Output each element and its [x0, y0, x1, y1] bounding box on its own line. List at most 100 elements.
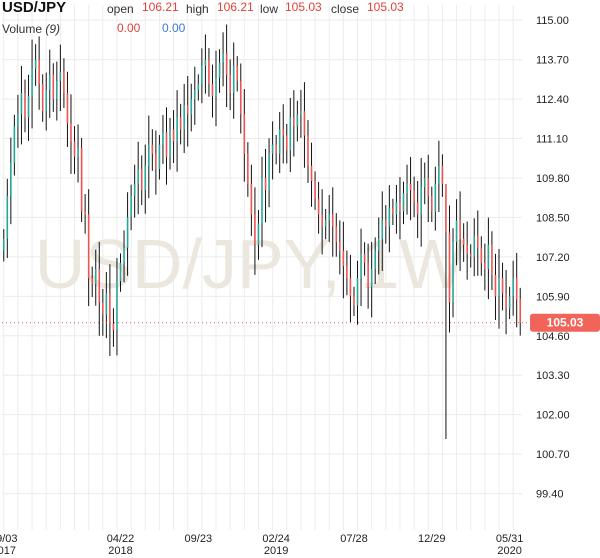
candle-body [201, 65, 203, 84]
candle-body [148, 144, 150, 166]
candle-body [91, 278, 93, 285]
candle-body [84, 211, 86, 215]
x-tick-year: 2019 [264, 545, 288, 557]
candle-body [151, 144, 154, 154]
candle-body [505, 293, 507, 309]
candle-body [102, 302, 104, 315]
candle-body [155, 153, 157, 169]
x-tick-year: 2018 [108, 545, 132, 557]
x-tick-label: 02/24 [262, 533, 290, 545]
candle-body [452, 241, 454, 303]
candle-body [275, 144, 277, 154]
candle-body [250, 184, 253, 215]
candle-body [476, 235, 479, 248]
candle-body [367, 262, 369, 288]
candle-body [491, 244, 493, 276]
candle-body [229, 74, 231, 94]
open-value: 106.21 [142, 0, 179, 14]
high-value: 106.21 [217, 0, 254, 14]
high-label: high [186, 2, 209, 16]
candle-body [293, 117, 295, 127]
candle-body [169, 129, 171, 157]
candle-body [186, 105, 189, 115]
candle-body [247, 153, 249, 185]
candle-body [466, 244, 468, 254]
candle-body [271, 144, 274, 154]
candle-body [416, 202, 419, 215]
candle-body [268, 153, 270, 191]
candle-body [261, 177, 263, 224]
candle-body [215, 77, 217, 97]
candle-body [314, 181, 316, 200]
y-tick-label: 102.00 [536, 410, 570, 422]
y-tick-label: 105.90 [536, 291, 570, 303]
candle-body [335, 226, 338, 242]
candle-body [116, 281, 118, 330]
candle-body [208, 59, 210, 84]
candle-body [48, 74, 51, 90]
candle-body [381, 220, 384, 239]
candle-body [197, 83, 200, 90]
candle-body [423, 177, 426, 188]
candle-body [487, 244, 490, 270]
candle-body [420, 187, 422, 215]
close-value: 105.03 [367, 0, 404, 14]
candle-body [303, 111, 306, 136]
candle-body [243, 114, 246, 154]
y-tick-label: 108.50 [536, 212, 570, 224]
candle-body [438, 165, 440, 185]
candle-body [193, 89, 196, 100]
candle-body [399, 202, 401, 212]
candle-body [56, 80, 58, 100]
candle-body [254, 214, 256, 245]
candle-body [317, 199, 320, 215]
x-tick-label: 09/23 [185, 533, 213, 545]
candle-body [87, 214, 90, 279]
candle-body [409, 184, 412, 191]
candle-body [165, 132, 168, 157]
candle-body [20, 93, 23, 115]
candle-body [395, 202, 398, 215]
candle-body [98, 269, 101, 303]
close-label: close [331, 2, 360, 16]
candle-body [236, 65, 239, 81]
candle-body [356, 278, 359, 306]
candle-body [190, 99, 193, 115]
candle-body [282, 129, 285, 136]
candle-body [388, 208, 391, 227]
open-label: open [107, 2, 134, 16]
candle-body [519, 299, 522, 323]
candle-body [218, 62, 221, 78]
candle-body [144, 165, 147, 191]
y-tick-label: 115.00 [536, 15, 569, 27]
candle-body [385, 220, 387, 227]
candle-body [52, 74, 55, 100]
candle-body [508, 296, 511, 309]
candle-body [360, 253, 362, 279]
x-tick-label: 09/03 [0, 533, 18, 545]
candle-body [370, 269, 373, 288]
candle-body [264, 177, 267, 191]
candle-body [204, 59, 207, 66]
candle-body [363, 253, 366, 263]
y-tick-label: 99.40 [536, 489, 564, 501]
candles [2, 24, 530, 439]
candle-body [445, 184, 447, 233]
candle-body [27, 96, 30, 118]
candle-body [41, 83, 44, 112]
candle-body [133, 184, 136, 197]
candle-body [257, 223, 260, 245]
candle-body [285, 135, 288, 151]
candle-body [77, 147, 79, 157]
candle-body [300, 111, 302, 115]
symbol-title: USD/JPY [2, 0, 67, 16]
candle-body [59, 71, 62, 81]
candle-body [179, 117, 182, 130]
candle-body [34, 59, 37, 69]
candle-body [31, 68, 33, 97]
candle-body [434, 184, 437, 212]
candle-body [406, 184, 408, 194]
low-value: 105.03 [285, 0, 322, 14]
candle-body [225, 53, 228, 75]
